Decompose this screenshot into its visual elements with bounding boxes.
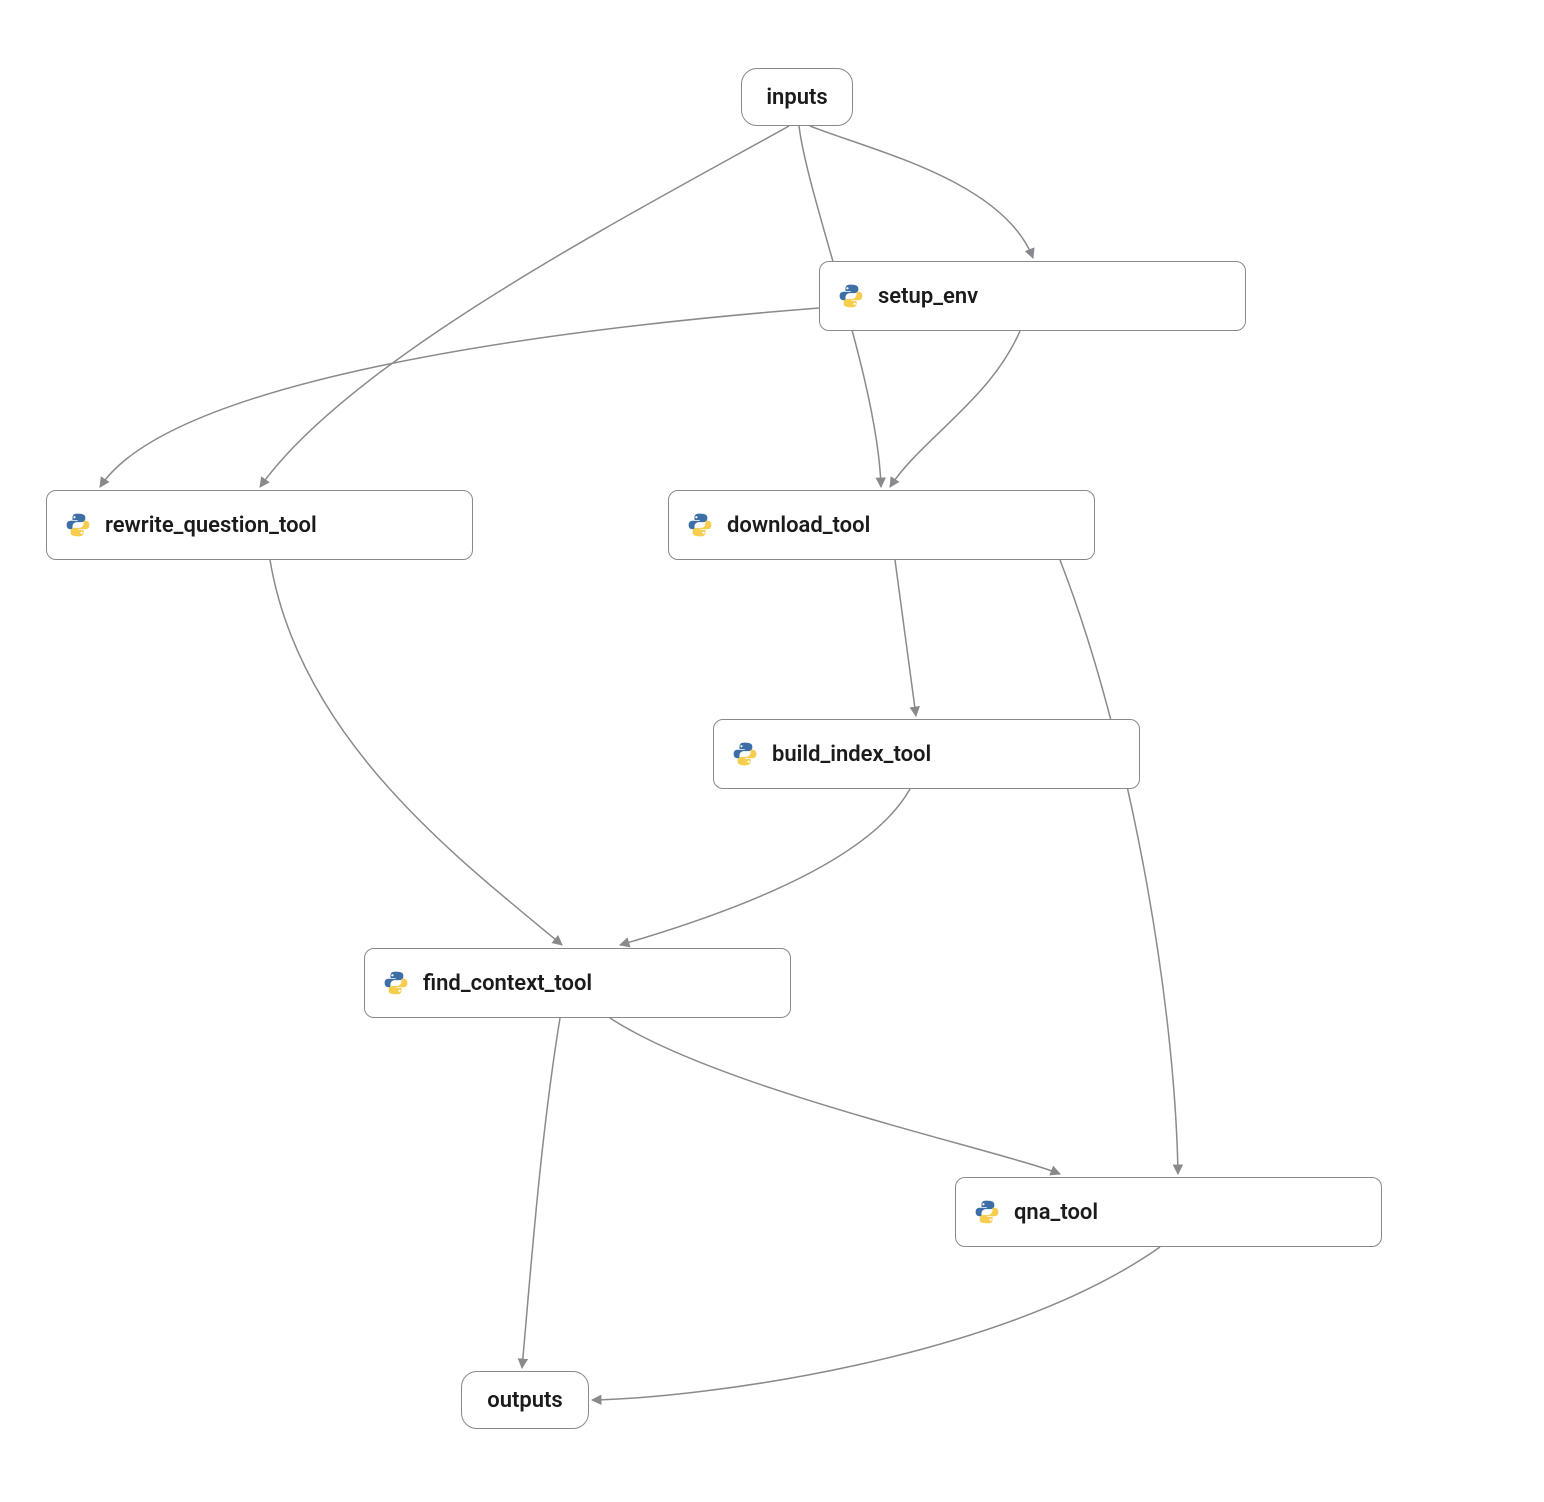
node-build: build_index_tool <box>713 719 1140 789</box>
diagram-canvas: inputs setup_env rewrite_question_tool d… <box>0 0 1544 1502</box>
edge-setup-to-download <box>890 331 1020 487</box>
edge-download-to-qna <box>1060 560 1178 1174</box>
python-icon <box>383 970 409 996</box>
edge-inputs-to-setup <box>810 126 1033 258</box>
node-setup: setup_env <box>819 261 1246 331</box>
node-label: outputs <box>487 1388 562 1413</box>
edge-build-to-findctx <box>620 789 910 945</box>
python-icon <box>732 741 758 767</box>
python-icon <box>687 512 713 538</box>
edge-qna-to-outputs <box>592 1247 1160 1400</box>
node-rewrite: rewrite_question_tool <box>46 490 473 560</box>
node-label: rewrite_question_tool <box>105 513 317 538</box>
node-label: download_tool <box>727 513 870 538</box>
python-icon <box>974 1199 1000 1225</box>
edge-download-to-build <box>895 560 916 716</box>
edge-setup-to-rewrite <box>100 308 819 487</box>
edge-findctx-to-qna <box>610 1018 1060 1174</box>
node-label: setup_env <box>878 284 978 309</box>
python-icon <box>65 512 91 538</box>
node-inputs: inputs <box>741 68 853 126</box>
node-qna: qna_tool <box>955 1177 1382 1247</box>
node-label: build_index_tool <box>772 742 931 767</box>
node-label: find_context_tool <box>423 971 592 996</box>
node-download: download_tool <box>668 490 1095 560</box>
node-outputs: outputs <box>461 1371 589 1429</box>
node-label: inputs <box>766 85 827 110</box>
python-icon <box>838 283 864 309</box>
node-findctx: find_context_tool <box>364 948 791 1018</box>
edge-findctx-to-outputs <box>522 1018 560 1368</box>
edge-rewrite-to-findctx <box>270 560 562 945</box>
edge-inputs-to-rewrite <box>260 126 789 487</box>
node-label: qna_tool <box>1014 1200 1098 1225</box>
